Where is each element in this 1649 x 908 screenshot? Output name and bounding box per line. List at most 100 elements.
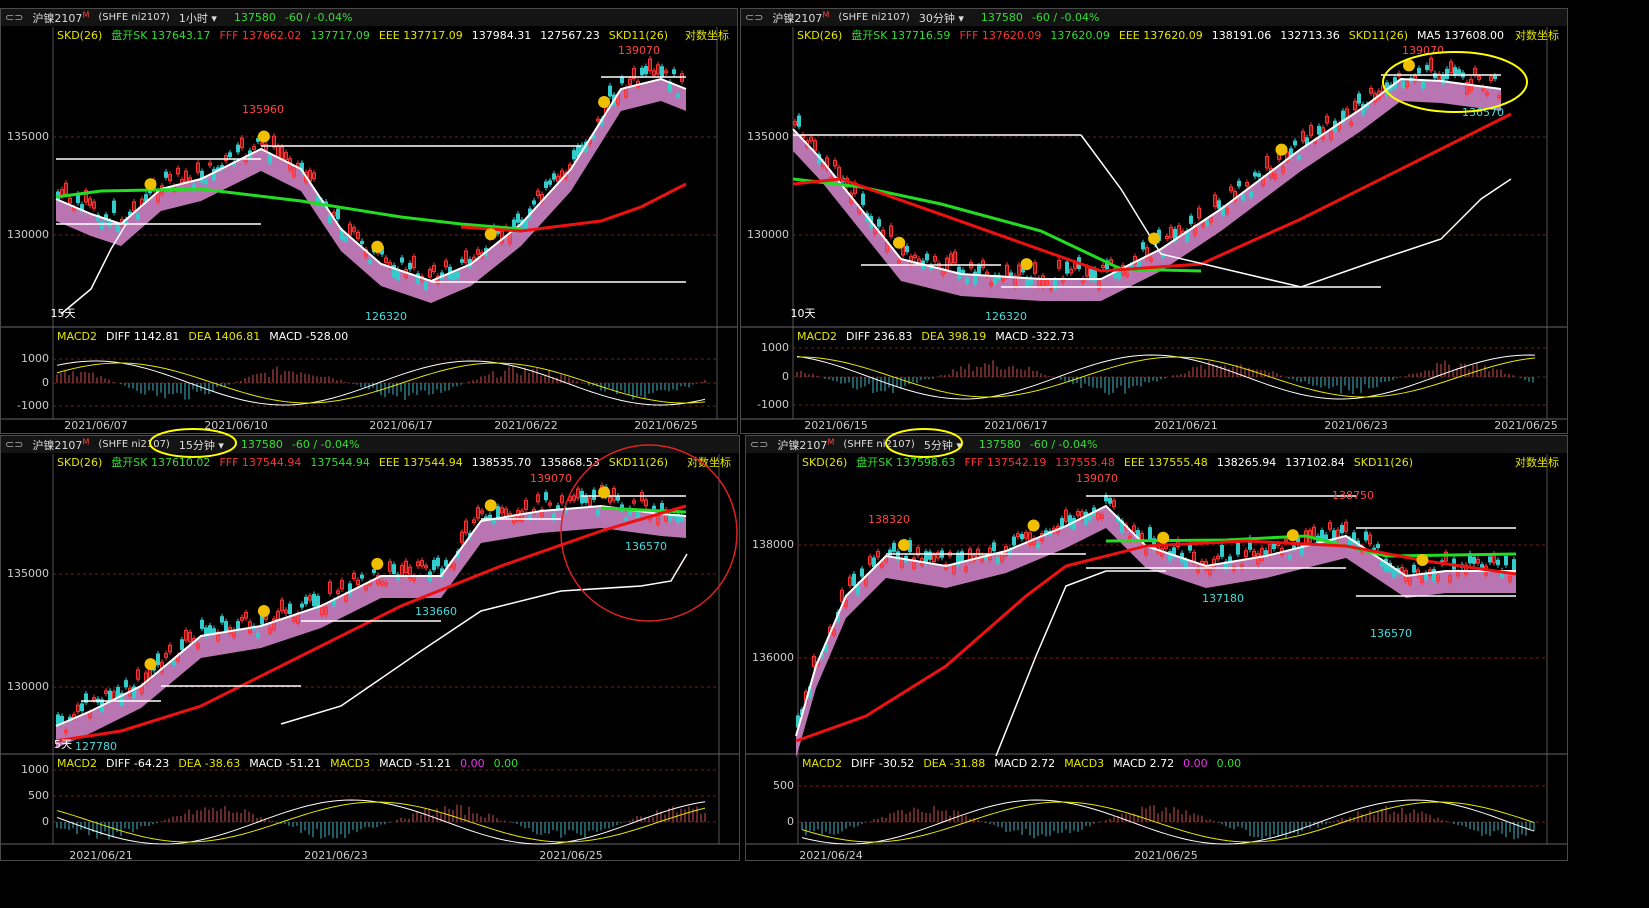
candle-body [813, 140, 817, 152]
link-icon: ⊂⊃ [750, 438, 769, 451]
price-label: 138000 [752, 538, 794, 551]
candle-body [524, 219, 528, 229]
candle-body [1301, 131, 1305, 142]
candle-body [1017, 264, 1021, 276]
candle-body [1376, 544, 1380, 549]
macd-value: MACD2 [57, 756, 97, 770]
smiley [1020, 258, 1033, 271]
candle-body [992, 542, 996, 551]
candle-body [328, 581, 332, 594]
period-select[interactable]: 30分钟 ▾ [919, 10, 964, 26]
macd-value: MACD2 [57, 329, 97, 343]
period: 1小时 [178, 11, 208, 25]
candle-body [1408, 577, 1412, 585]
candle-body [252, 146, 256, 150]
chart-panel: ⊂⊃ 沪镍2107M (SHFE ni2107) 1小时 ▾ 137580 -60 / -… [0, 8, 738, 434]
candle-body [388, 561, 392, 572]
price-annotation: 15天 [51, 307, 76, 320]
candle-body [1225, 208, 1229, 214]
period-select[interactable]: 1小时 ▾ [179, 10, 217, 26]
chart-panel: ⊂⊃ 沪镍2107M (SHFE ni2107) 5分钟 ▾ 137580 -60 / -… [745, 435, 1568, 861]
candle-body [652, 70, 656, 76]
candle-body [1009, 272, 1013, 277]
candle-body [372, 569, 376, 573]
candle-body [164, 171, 168, 178]
macd-value: MACD -51.21 [379, 756, 452, 770]
smiley [144, 658, 157, 671]
candle-body [1444, 551, 1448, 562]
candle-body [284, 152, 288, 161]
macd-value: DIFF -30.52 [850, 756, 915, 770]
candle-body [524, 500, 528, 511]
candle-body [108, 690, 112, 702]
candle-body [916, 547, 920, 556]
candle-body [1349, 121, 1353, 126]
candle-body [1196, 566, 1200, 573]
candle-body [1001, 277, 1005, 282]
candle-body [236, 144, 240, 153]
candle-body [200, 170, 204, 183]
candle-body [208, 625, 212, 635]
change: -60 / -0.04% [291, 438, 360, 451]
indicator-value: EEE 137620.09 [1118, 28, 1203, 42]
candle-body [408, 262, 412, 270]
chart: 135000 130000 1000 0 -1000 2021/06/15 2021/06/… [741, 27, 1567, 432]
candle-body [68, 197, 72, 204]
candle-body [1488, 556, 1492, 563]
macd-label: 0 [42, 815, 49, 828]
candle-body [1324, 534, 1328, 540]
smiley [1027, 519, 1040, 532]
flag: M [82, 436, 90, 446]
candle-body [848, 576, 852, 586]
candle-body [492, 520, 496, 524]
candle-body [112, 200, 116, 213]
candle-body [868, 556, 872, 565]
candle-body [136, 213, 140, 220]
price-annotation: 127780 [75, 740, 117, 753]
candle-body [977, 265, 981, 274]
smiley [1416, 553, 1429, 566]
candle-body [240, 616, 244, 621]
candle-body [956, 552, 960, 566]
date-label: 2021/06/15 [804, 419, 867, 432]
candle-body [196, 162, 200, 173]
candle-body [1320, 529, 1324, 540]
macd-value: MACD -51.21 [249, 756, 322, 770]
candle-body [356, 231, 360, 239]
macd-row: MACD2 DIFF 236.83 DEA 398.19 MACD -322.73 [797, 328, 1559, 344]
candle-body [1416, 569, 1420, 577]
macd-label: -1000 [757, 398, 789, 411]
candle-body [56, 714, 60, 726]
candle-body [476, 249, 480, 255]
smiley [898, 539, 910, 551]
candle-body [496, 506, 500, 519]
period-select[interactable]: 5分钟 ▾ [924, 437, 962, 453]
candle-body [840, 589, 844, 602]
candle-body [356, 579, 360, 586]
period-select[interactable]: 15分钟 ▾ [179, 437, 224, 453]
candle-body [925, 253, 929, 261]
candle-body [552, 173, 556, 180]
candle-body [316, 196, 320, 206]
candle-body [1253, 172, 1257, 177]
link-icon: ⊂⊃ [745, 11, 764, 24]
candle-body [556, 175, 560, 182]
date-label: 2021/06/23 [304, 849, 367, 861]
candle-body [1108, 498, 1112, 504]
candle-body [1165, 235, 1169, 240]
candle-body [1088, 515, 1092, 521]
indicator-value: 盘开SK 137643.17 [111, 29, 211, 42]
candle-body [292, 167, 296, 177]
smiley [257, 130, 270, 143]
candle-body [132, 686, 136, 699]
candle-body [1168, 551, 1172, 561]
candle-body [905, 245, 909, 253]
change: -60 / -0.04% [1031, 11, 1100, 24]
candle-body [949, 253, 953, 264]
candle-body [877, 219, 881, 227]
candle-body [416, 273, 420, 284]
candle-body [1205, 220, 1209, 225]
macd-value: MACD 2.72 [1113, 756, 1175, 770]
macd-value: MACD3 [1064, 756, 1105, 770]
candle-body [1020, 534, 1024, 540]
